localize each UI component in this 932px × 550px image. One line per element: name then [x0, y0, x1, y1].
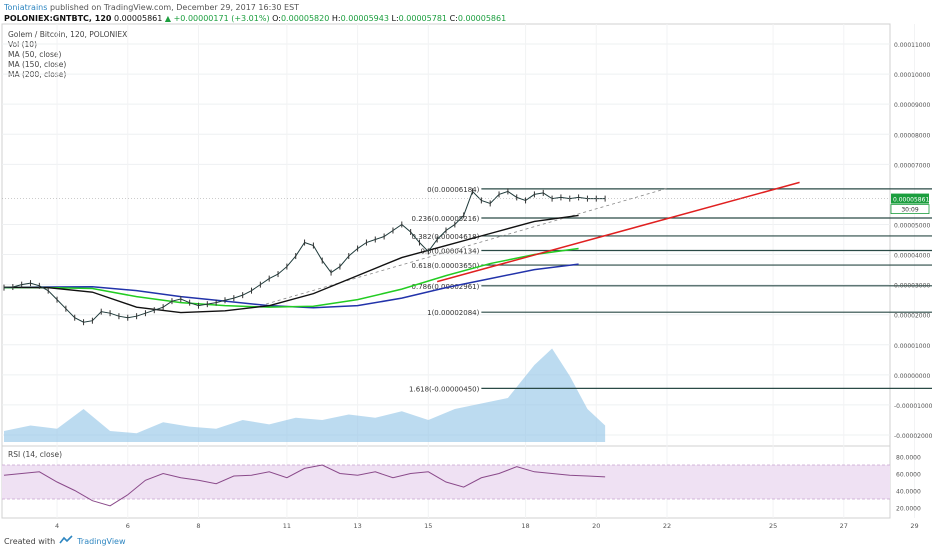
x-axis: 46811131518202225272920183681012 [55, 522, 919, 530]
x-tick-label: 15 [424, 522, 432, 530]
fib-label: 0.236(0.00005216) [412, 215, 480, 223]
fib-label: 1.618(-0.00000450) [409, 385, 480, 393]
fib-label: 0(0.00006184) [427, 186, 479, 194]
legend-title[interactable]: Golem / Bitcoin, 120, POLONIEX [8, 30, 128, 39]
y-tick-label: 0.00004000 [894, 253, 930, 260]
rsi-tick-label: 40.0000 [896, 489, 921, 496]
fib-label: 0.618(0.00003650) [412, 262, 480, 270]
open-value: 0.00005820 [280, 14, 330, 23]
last-price: 0.00005861 [114, 14, 163, 23]
rsi-label[interactable]: RSI (14, close) [8, 450, 63, 459]
x-tick-label: 13 [353, 522, 361, 530]
open-label: O: [272, 14, 281, 23]
fib-label: 0.5(0.00004134) [420, 248, 479, 256]
symbol-label: POLONIEX:GNTBTC, 120 [4, 14, 112, 23]
y-axis: 0.00011000 0.00010000 0.00009000 0.00008000… [894, 42, 932, 440]
price-tag-box [891, 193, 929, 204]
y-tick-label: 0.00007000 [894, 162, 930, 169]
publish-info: published on TradingView.com, December 2… [49, 3, 300, 12]
price-change: ▲ +0.00000171 (+3.01%) [164, 14, 270, 23]
high-value: 0.00005943 [340, 14, 389, 23]
publish-line: Toniatrains published on TradingView.com… [4, 2, 924, 13]
x-tick-label: 20 [592, 522, 600, 530]
volume-area [4, 348, 606, 442]
rsi-pane: 80.0000 60.0000 40.0000 20.0000 [2, 455, 921, 513]
y-tick-label: 0.00001000 [894, 343, 930, 350]
y-tick-label: -0.00002000 [894, 433, 932, 440]
x-tick-label: 11 [283, 522, 291, 530]
chart-lines: 0.00005861 30:09 [2, 181, 930, 326]
x-tick-label: 4 [55, 522, 59, 530]
x-tick-label: 22 [663, 522, 671, 530]
rsi-tick-label: 20.0000 [896, 506, 921, 513]
grid-lines [2, 24, 916, 518]
fib-label: 1(0.00002084) [427, 309, 479, 317]
price-tag-label: 0.00005861 [893, 197, 929, 204]
timer-tag-box [890, 204, 930, 214]
ma150-line [4, 247, 579, 308]
low-label: L: [391, 14, 399, 23]
x-tick-label: 29 [910, 522, 918, 530]
chart-header: Toniatrains published on TradingView.com… [4, 2, 924, 24]
author-link[interactable]: Toniatrains [4, 3, 48, 12]
legend-ma50[interactable]: MA (50, close) [8, 50, 62, 59]
price-line [3, 190, 606, 323]
high-label: H: [331, 14, 341, 23]
trend-dashed-line [260, 188, 668, 307]
x-tick-label: 18 [521, 522, 529, 530]
tradingview-logo-icon [59, 535, 73, 547]
close-value: 0.00005861 [457, 14, 507, 23]
y-tick-label: 0.00003000 [894, 283, 930, 290]
y-tick-label: 0.00009000 [894, 102, 930, 109]
x-tick-label: 27 [840, 522, 848, 530]
y-tick-label: 0.00005000 [894, 222, 930, 229]
fib-label: 0.786(0.00002961) [412, 283, 480, 291]
x-tick-label: 8 [196, 522, 200, 530]
created-with: Created with [4, 536, 56, 546]
rsi-line [3, 464, 606, 507]
footer: Created with TradingView [4, 535, 126, 547]
close-label: C: [449, 14, 458, 23]
tradingview-brand[interactable]: TradingView [77, 536, 126, 546]
fib-levels: 0(0.00006184) 0.236(0.00005216) 0.382(0.00… [409, 186, 932, 393]
legend-ma150[interactable]: MA (150, close) [8, 60, 67, 69]
y-tick-label: 0.00010000 [894, 72, 930, 79]
y-tick-label: 0.00008000 [894, 132, 930, 139]
x-tick-label: 25 [769, 522, 777, 530]
y-tick-label: -0.00001000 [894, 403, 932, 410]
timer-tag-label: 30:09 [901, 207, 918, 214]
ma50-line [3, 214, 579, 314]
x-tick-label: 6 [126, 522, 130, 530]
volume-series [4, 348, 606, 442]
ohlc-line: POLONIEX:GNTBTC, 120 0.00005861 ▲ +0.000… [4, 13, 924, 24]
rsi-tick-label: 80.0000 [896, 455, 921, 462]
low-value: 0.00005781 [398, 14, 448, 23]
y-tick-label: 0.00011000 [894, 42, 930, 49]
fib-label: 0.382(0.00004618) [412, 233, 480, 241]
trendline-red [436, 181, 800, 283]
rsi-tick-label: 60.0000 [896, 472, 921, 479]
y-tick-label: 0.00000000 [894, 373, 930, 380]
y-tick-label: 0.00002000 [894, 313, 930, 320]
